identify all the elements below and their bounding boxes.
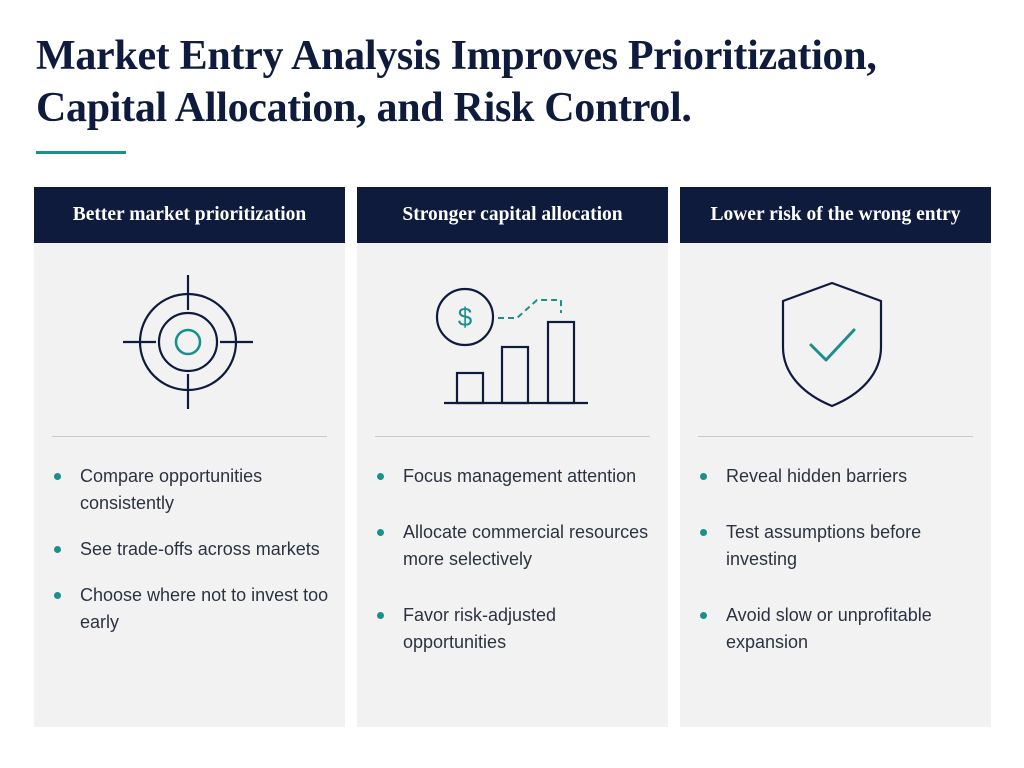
bullet-text: Reveal hidden barriers (726, 466, 908, 486)
card-divider (375, 436, 650, 437)
list-item: Focus management attention (357, 463, 668, 490)
bullet-list: Compare opportunities consistently See t… (34, 463, 345, 655)
card-capital-allocation: Stronger capital allocation $ Focus mana… (357, 187, 668, 727)
bullet-text: Avoid slow or unprofitable expansion (726, 605, 932, 652)
card-heading: Stronger capital allocation (357, 187, 668, 243)
list-item: Choose where not to invest too early (34, 582, 345, 636)
list-item: Compare opportunities consistently (34, 463, 345, 517)
bullet-dot (700, 529, 707, 536)
bullet-text: Focus management attention (403, 466, 637, 486)
dollar-bar-chart-icon: $ (357, 265, 668, 415)
bullet-text: Test assumptions before investing (726, 522, 922, 569)
title-accent-line (36, 151, 126, 154)
card-divider (698, 436, 973, 437)
dollar-symbol: $ (458, 302, 473, 332)
bullet-text: See trade-offs across markets (80, 539, 320, 559)
bullet-dot (700, 473, 707, 480)
bullet-text: Allocate commercial resources more selec… (403, 522, 649, 569)
list-item: Favor risk-adjusted opportunities (357, 602, 668, 656)
target-crosshair-icon (34, 265, 345, 415)
bullet-dot (700, 612, 707, 619)
card-market-prioritization: Better market prioritization Compare opp… (34, 187, 345, 727)
bullet-dot (54, 546, 61, 553)
bullet-dot (54, 592, 61, 599)
bullet-list: Reveal hidden barriers Test assumptions … (680, 463, 991, 685)
list-item: Reveal hidden barriers (680, 463, 991, 490)
list-item: Test assumptions before investing (680, 519, 991, 573)
bullet-list: Focus management attention Allocate comm… (357, 463, 668, 685)
card-risk-control: Lower risk of the wrong entry Reveal hid… (680, 187, 991, 727)
shield-check-icon (680, 265, 991, 415)
page-title: Market Entry Analysis Improves Prioritiz… (36, 33, 877, 131)
card-heading: Better market prioritization (34, 187, 345, 243)
card-divider (52, 436, 327, 437)
bullet-text: Choose where not to invest too early (80, 585, 329, 632)
bullet-dot (54, 473, 61, 480)
bullet-dot (377, 612, 384, 619)
bullet-dot (377, 529, 384, 536)
bullet-dot (377, 473, 384, 480)
list-item: Avoid slow or unprofitable expansion (680, 602, 991, 656)
list-item: Allocate commercial resources more selec… (357, 519, 668, 573)
bullet-text: Favor risk-adjusted opportunities (403, 605, 557, 652)
bullet-text: Compare opportunities consistently (80, 466, 263, 513)
card-heading: Lower risk of the wrong entry (680, 187, 991, 243)
list-item: See trade-offs across markets (34, 536, 345, 563)
